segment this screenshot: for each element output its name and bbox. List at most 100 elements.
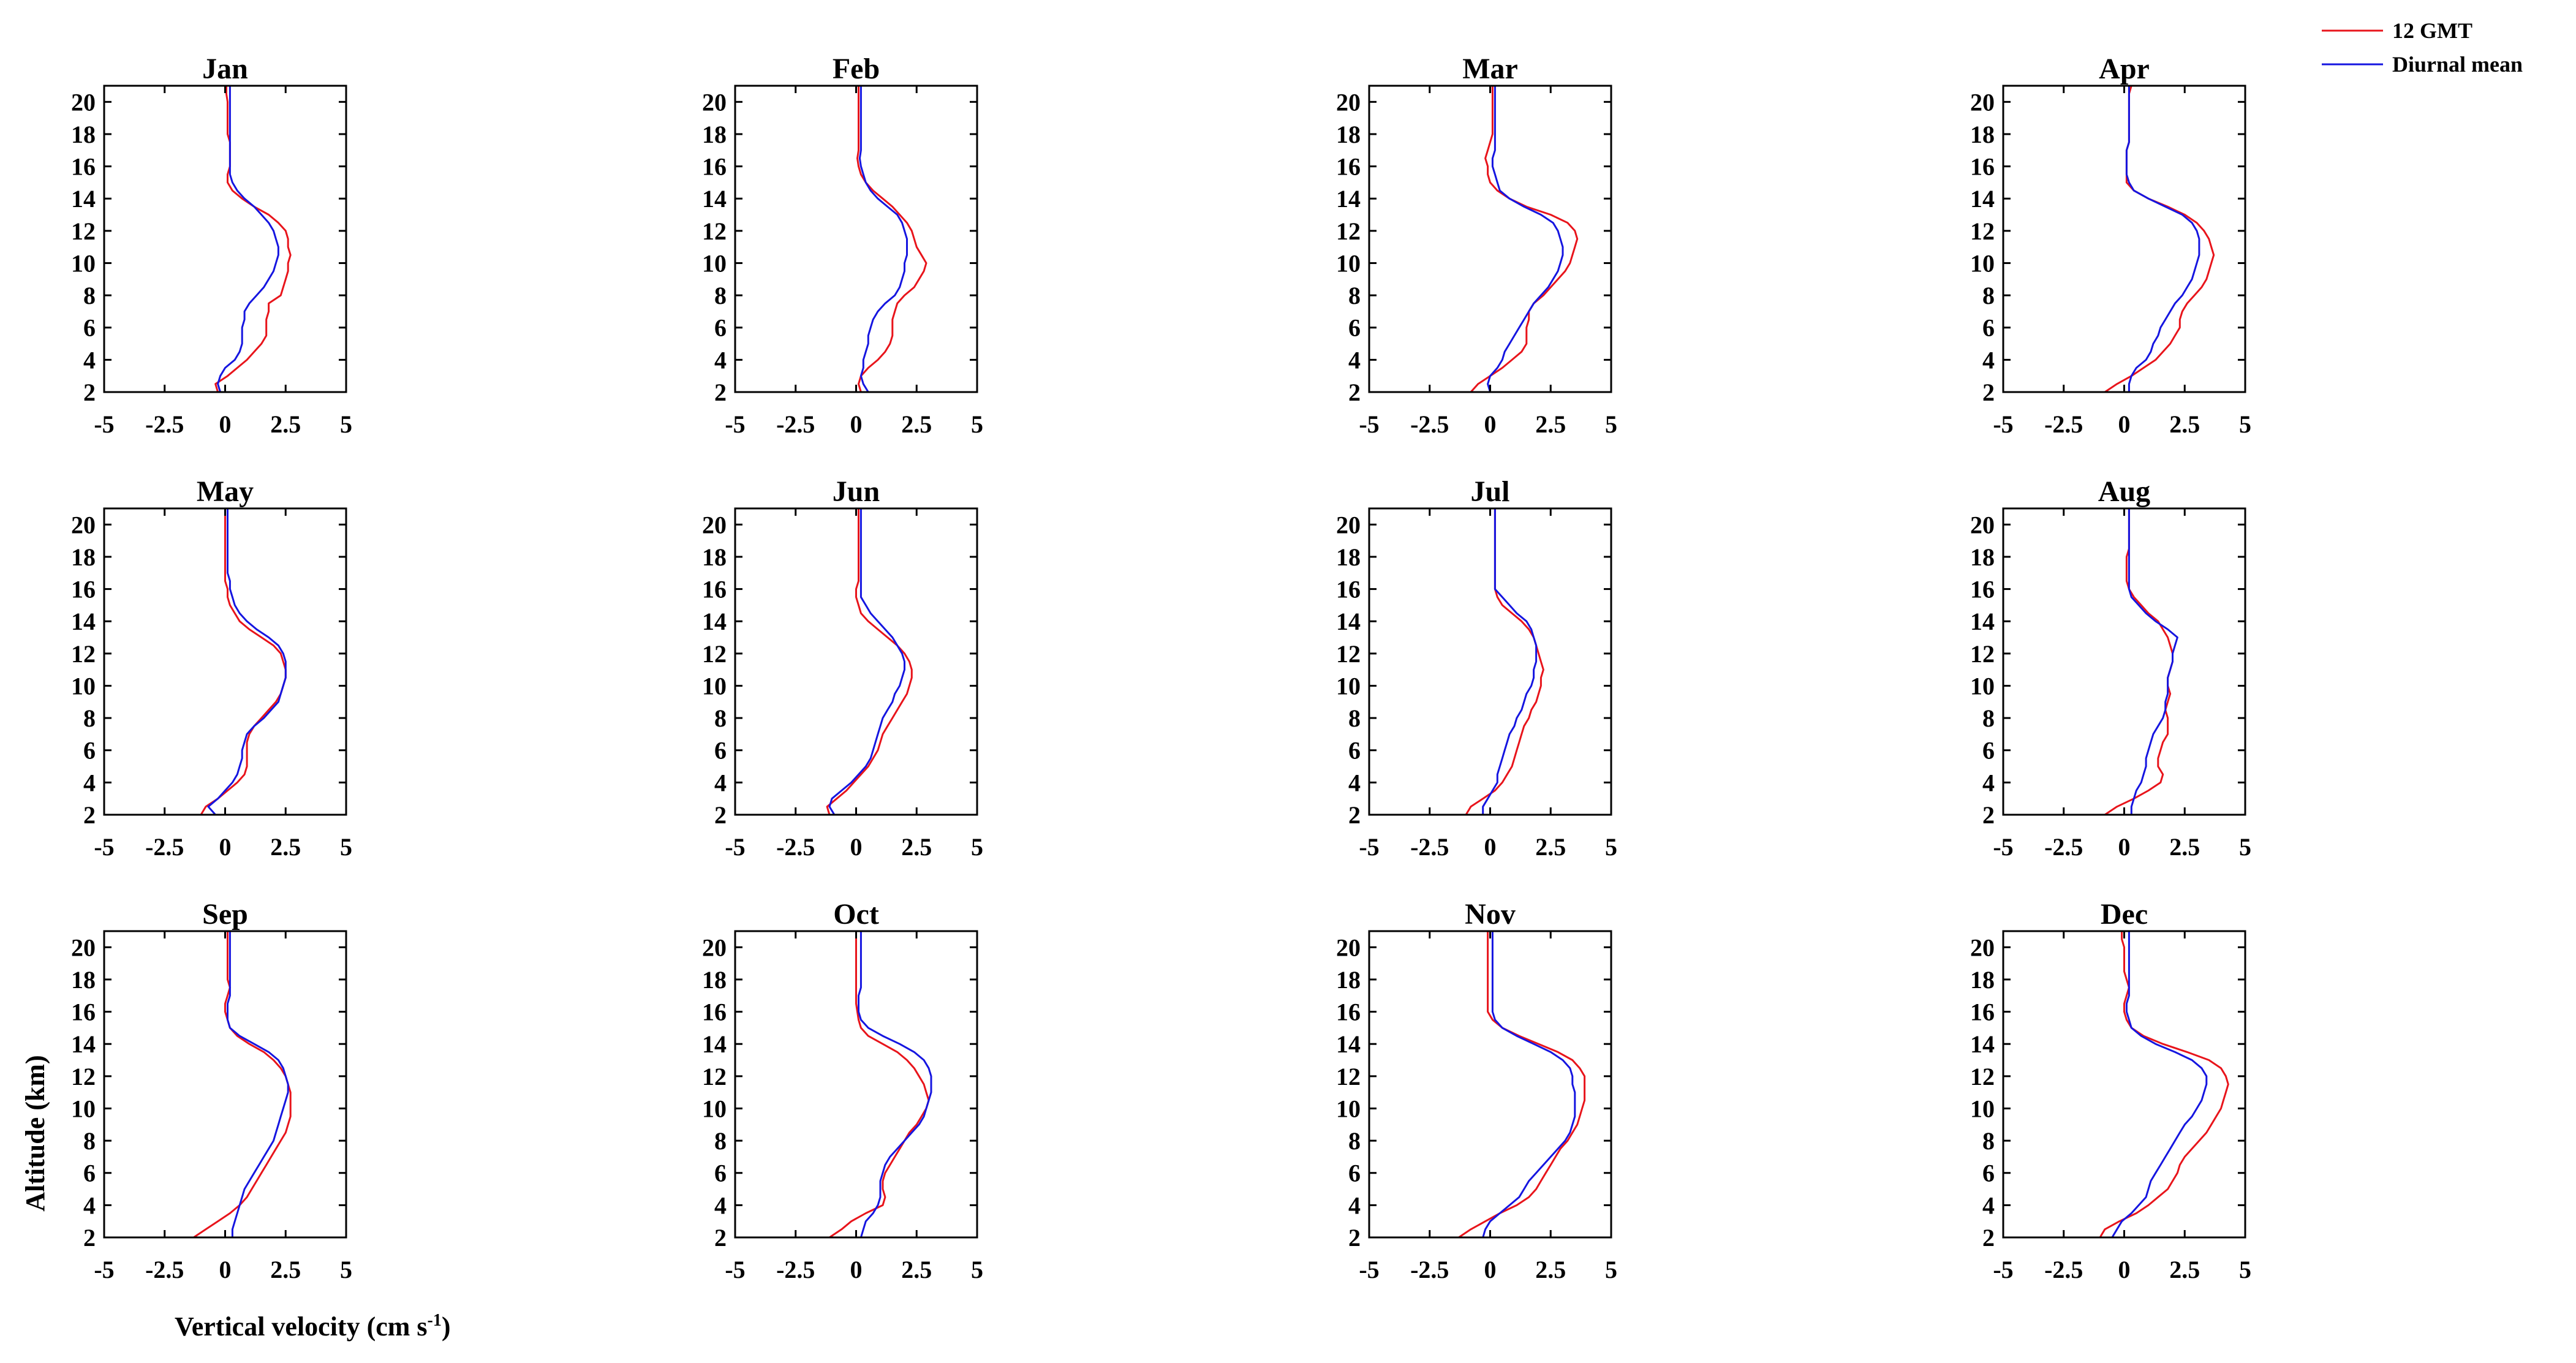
y-tick-label: 6 <box>714 314 727 342</box>
series-line-12-gmt <box>2104 508 2174 816</box>
y-tick-label: 8 <box>1982 704 1995 732</box>
y-tick-label: 6 <box>83 314 96 342</box>
y-tick-label: 18 <box>71 966 96 994</box>
x-tick-label: 0 <box>1484 1256 1497 1283</box>
y-tick-label: 10 <box>702 249 727 277</box>
x-tick-label: -5 <box>725 833 745 861</box>
y-tick-label: 6 <box>83 1160 96 1187</box>
x-tick-label: -5 <box>1359 1256 1379 1283</box>
y-tick-label: 10 <box>702 1095 727 1122</box>
x-tick-label: 5 <box>2239 833 2251 861</box>
x-tick-label: 2.5 <box>1535 1256 1566 1283</box>
y-tick-label: 14 <box>1336 185 1361 213</box>
x-tick-label: -2.5 <box>2044 410 2083 438</box>
y-tick-label: 20 <box>1970 511 1995 538</box>
x-tick-label: -2.5 <box>1410 410 1449 438</box>
y-tick-label: 20 <box>1336 88 1361 116</box>
plot-frame <box>1368 507 1612 816</box>
x-axis-label: Vertical velocity (cm s-1) <box>175 1311 451 1342</box>
x-tick-label: -5 <box>1359 410 1379 438</box>
series-line-12-gmt <box>826 508 913 815</box>
y-tick-label: 8 <box>1348 1127 1361 1155</box>
x-tick-label: -2.5 <box>776 1256 815 1283</box>
x-tick-label: 5 <box>340 410 352 438</box>
y-tick-label: 8 <box>83 1127 96 1155</box>
y-tick-label: 14 <box>1336 1030 1361 1058</box>
y-tick-label: 8 <box>1982 1127 1995 1155</box>
x-tick-label: -2.5 <box>776 410 815 438</box>
y-tick-label: 6 <box>1982 1160 1995 1187</box>
panel-title: Dec <box>2101 898 2148 931</box>
panel-may: May -5 -2.5 0 2.5 5 2 4 6 8 10 12 14 16 18 20 <box>71 475 352 861</box>
x-tick-label: -2.5 <box>145 410 184 438</box>
y-tick-label: 16 <box>1970 576 1995 603</box>
panel-mar: Mar -5 -2.5 0 2.5 5 2 4 6 8 10 12 14 16 18 20 <box>1336 53 1617 438</box>
series-line-12-gmt <box>829 931 930 1239</box>
x-tick-label: 5 <box>1605 410 1617 438</box>
series-line-diurnal-mean <box>207 508 287 815</box>
y-tick-label: 2 <box>1348 379 1361 406</box>
y-tick-label: 16 <box>1970 153 1995 181</box>
series-line-12-gmt <box>1465 508 1544 815</box>
y-tick-label: 10 <box>71 1095 96 1122</box>
y-tick-label: 6 <box>1348 314 1361 342</box>
y-tick-label: 20 <box>1336 934 1361 961</box>
y-tick-label: 8 <box>1348 282 1361 309</box>
y-tick-label: 12 <box>1336 217 1361 245</box>
y-tick-label: 12 <box>702 640 727 668</box>
y-tick-label: 16 <box>702 999 727 1026</box>
x-tick-label: 2.5 <box>2169 833 2200 861</box>
y-tick-label: 4 <box>1348 1191 1361 1219</box>
x-tick-label: -2.5 <box>1410 1256 1449 1283</box>
y-tick-label: 16 <box>702 153 727 181</box>
y-tick-label: 10 <box>71 249 96 277</box>
y-tick-label: 14 <box>702 185 727 213</box>
series-line-12-gmt <box>200 508 287 815</box>
plot-frame <box>734 85 978 393</box>
y-tick-label: 14 <box>71 608 96 635</box>
y-tick-label: 6 <box>83 737 96 765</box>
y-tick-label: 2 <box>1348 1224 1361 1252</box>
x-tick-label: -5 <box>1359 833 1379 861</box>
y-tick-label: 2 <box>1982 379 1995 406</box>
legend-label-12gmt: 12 GMT <box>2392 18 2472 43</box>
y-tick-label: 10 <box>1336 249 1361 277</box>
y-tick-label: 6 <box>714 1160 727 1187</box>
y-tick-label: 10 <box>1970 672 1995 700</box>
x-tick-label: 0 <box>2118 833 2131 861</box>
y-tick-label: 6 <box>1348 737 1361 765</box>
y-tick-label: 20 <box>1970 934 1995 961</box>
y-tick-label: 14 <box>1336 608 1361 635</box>
x-tick-label: -5 <box>94 833 114 861</box>
y-tick-label: 10 <box>1336 1095 1361 1122</box>
y-tick-label: 2 <box>83 379 96 406</box>
x-tick-label: 2.5 <box>1535 833 1566 861</box>
panel-jun: Jun -5 -2.5 0 2.5 5 2 4 6 8 10 12 14 16 18 20 <box>702 475 983 861</box>
y-tick-label: 14 <box>71 185 96 213</box>
x-tick-label: 0 <box>1484 410 1497 438</box>
y-tick-label: 8 <box>1982 282 1995 309</box>
series-line-12-gmt <box>2099 931 2229 1238</box>
panel-title: Oct <box>833 898 879 931</box>
panel-title: Apr <box>2099 53 2150 85</box>
y-tick-label: 20 <box>71 511 96 538</box>
x-tick-label: -2.5 <box>145 1256 184 1283</box>
series-line-12-gmt <box>856 86 927 393</box>
x-tick-label: 2.5 <box>901 1256 932 1283</box>
y-tick-label: 8 <box>1348 704 1361 732</box>
x-tick-label: 5 <box>971 410 983 438</box>
y-tick-label: 2 <box>83 801 96 829</box>
y-tick-label: 14 <box>1970 1030 1995 1058</box>
plot-frame <box>2002 507 2246 816</box>
x-axis-label-exponent: -1 <box>428 1311 442 1330</box>
series-line-12-gmt <box>1470 86 1579 393</box>
y-tick-label: 4 <box>1982 1191 1995 1219</box>
y-tick-label: 20 <box>71 934 96 961</box>
panel-title: Sep <box>202 898 248 931</box>
y-tick-label: 20 <box>71 88 96 116</box>
panel-title: Jul <box>1470 475 1509 508</box>
y-tick-label: 12 <box>71 217 96 245</box>
y-tick-label: 20 <box>1970 88 1995 116</box>
